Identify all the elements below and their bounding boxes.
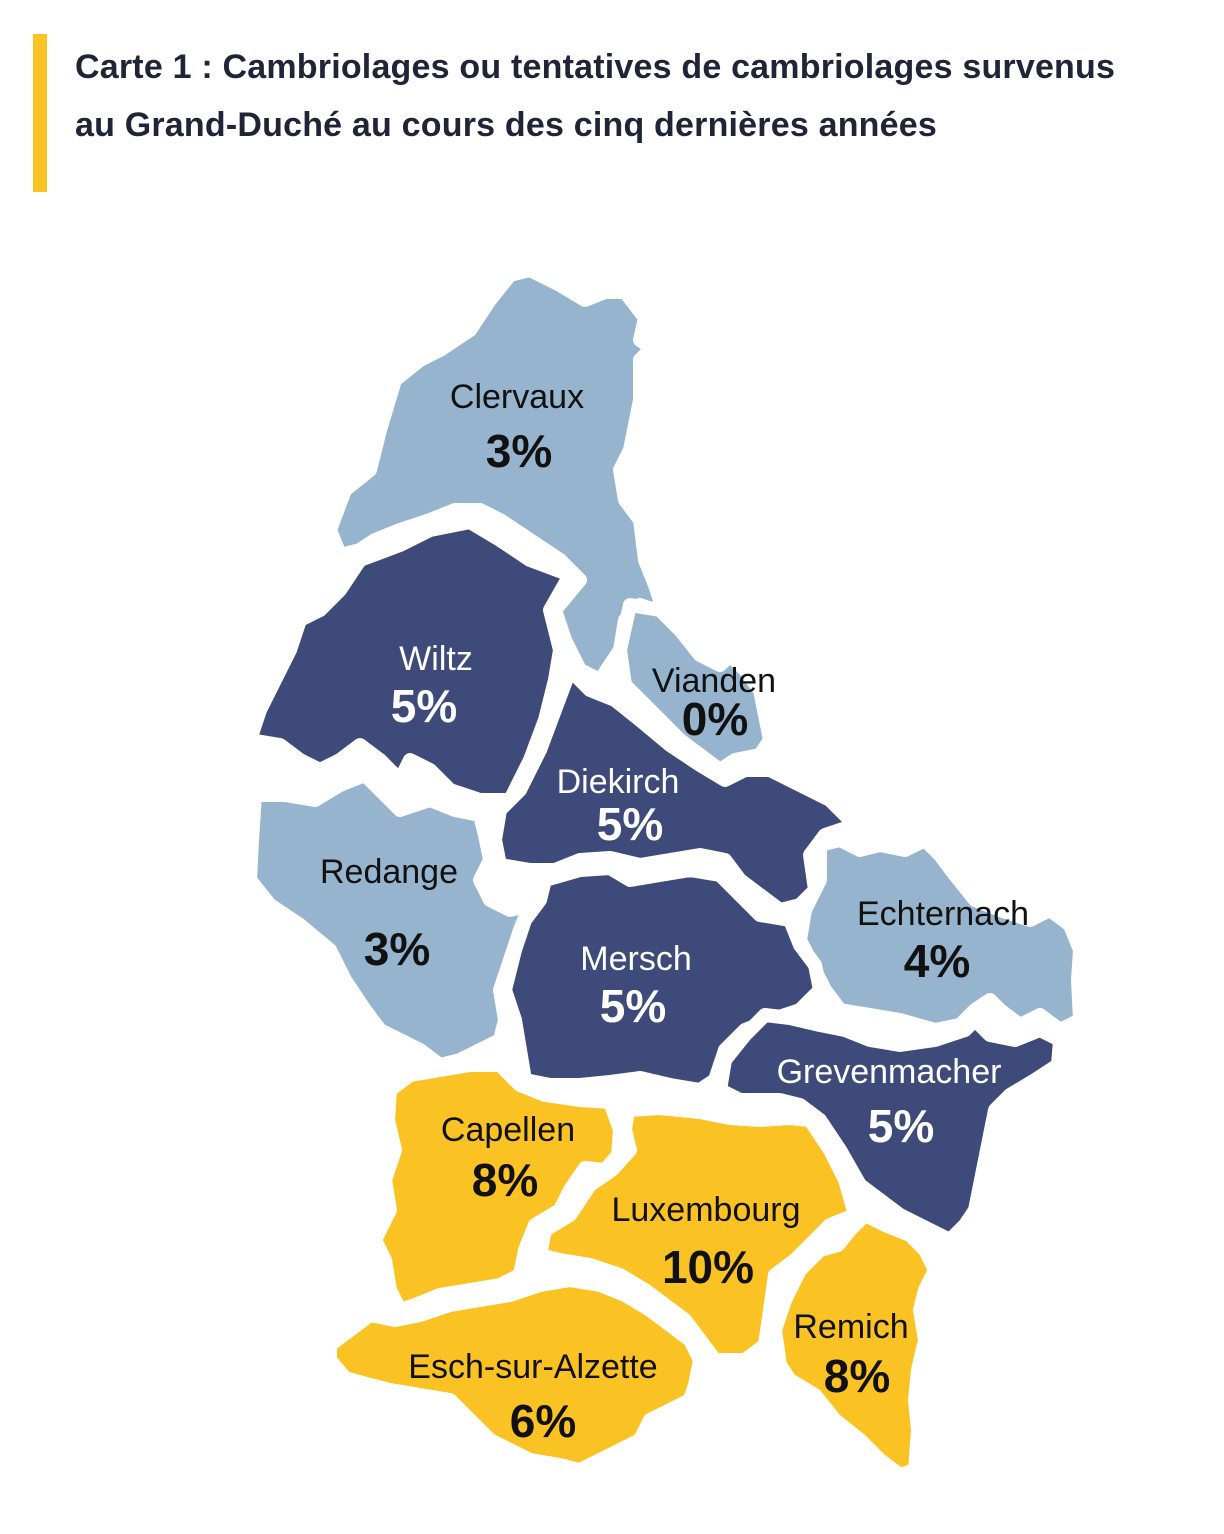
svg-text:5%: 5% — [597, 798, 663, 850]
label-clervaux: Clervaux 3% — [450, 378, 584, 477]
region-diekirch[interactable] — [488, 663, 862, 917]
svg-text:Redange: Redange — [320, 853, 458, 891]
region-remich[interactable] — [768, 1208, 942, 1482]
svg-text:Esch-sur-Alzette: Esch-sur-Alzette — [408, 1348, 657, 1386]
svg-text:8%: 8% — [472, 1154, 538, 1206]
svg-text:Grevenmacher: Grevenmacher — [777, 1053, 1002, 1091]
svg-text:10%: 10% — [662, 1241, 754, 1293]
svg-text:5%: 5% — [868, 1100, 934, 1152]
label-esch-sur-alzette: Esch-sur-Alzette 6% — [408, 1348, 657, 1447]
label-grevenmacher: Grevenmacher 5% — [777, 1053, 1002, 1152]
region-grevenmacher[interactable] — [713, 1008, 1067, 1247]
svg-text:Capellen: Capellen — [441, 1111, 575, 1149]
svg-text:Luxembourg: Luxembourg — [611, 1191, 800, 1229]
svg-text:Clervaux: Clervaux — [450, 378, 584, 416]
svg-text:5%: 5% — [600, 980, 666, 1032]
label-mersch: Mersch 5% — [580, 940, 691, 1032]
label-redange: Redange 3% — [320, 853, 458, 975]
svg-text:5%: 5% — [391, 680, 457, 732]
label-echternach: Echternach 4% — [857, 895, 1029, 987]
region-esch-sur-alzette[interactable] — [323, 1273, 707, 1477]
map-title: Carte 1 : Cambriolages ou tentatives de … — [75, 48, 1116, 144]
label-luxembourg: Luxembourg 10% — [611, 1191, 800, 1293]
title-accent-bar — [33, 34, 47, 192]
svg-text:Diekirch: Diekirch — [557, 763, 680, 801]
svg-text:3%: 3% — [364, 923, 430, 975]
svg-text:Vianden: Vianden — [652, 662, 776, 700]
svg-text:Wiltz: Wiltz — [399, 640, 473, 678]
svg-text:Echternach: Echternach — [857, 895, 1029, 933]
svg-text:6%: 6% — [510, 1395, 576, 1447]
svg-text:0%: 0% — [682, 693, 748, 745]
region-clervaux[interactable] — [323, 263, 677, 687]
region-echternach[interactable] — [793, 833, 1087, 1037]
svg-text:4%: 4% — [904, 935, 970, 987]
svg-text:3%: 3% — [486, 425, 552, 477]
region-redange[interactable] — [243, 768, 537, 1072]
svg-text:Mersch: Mersch — [580, 940, 691, 978]
region-vianden[interactable] — [613, 598, 777, 777]
label-remich: Remich 8% — [793, 1308, 908, 1402]
region-capellen[interactable] — [368, 1058, 627, 1317]
label-vianden: Vianden 0% — [652, 662, 776, 745]
label-capellen: Capellen 8% — [441, 1111, 575, 1206]
svg-text:Remich: Remich — [793, 1308, 908, 1346]
label-wiltz: Wiltz 5% — [391, 640, 473, 732]
region-luxembourg[interactable] — [533, 1101, 862, 1367]
svg-text:8%: 8% — [824, 1350, 890, 1402]
label-diekirch: Diekirch 5% — [557, 763, 680, 850]
region-wiltz[interactable] — [243, 515, 577, 807]
